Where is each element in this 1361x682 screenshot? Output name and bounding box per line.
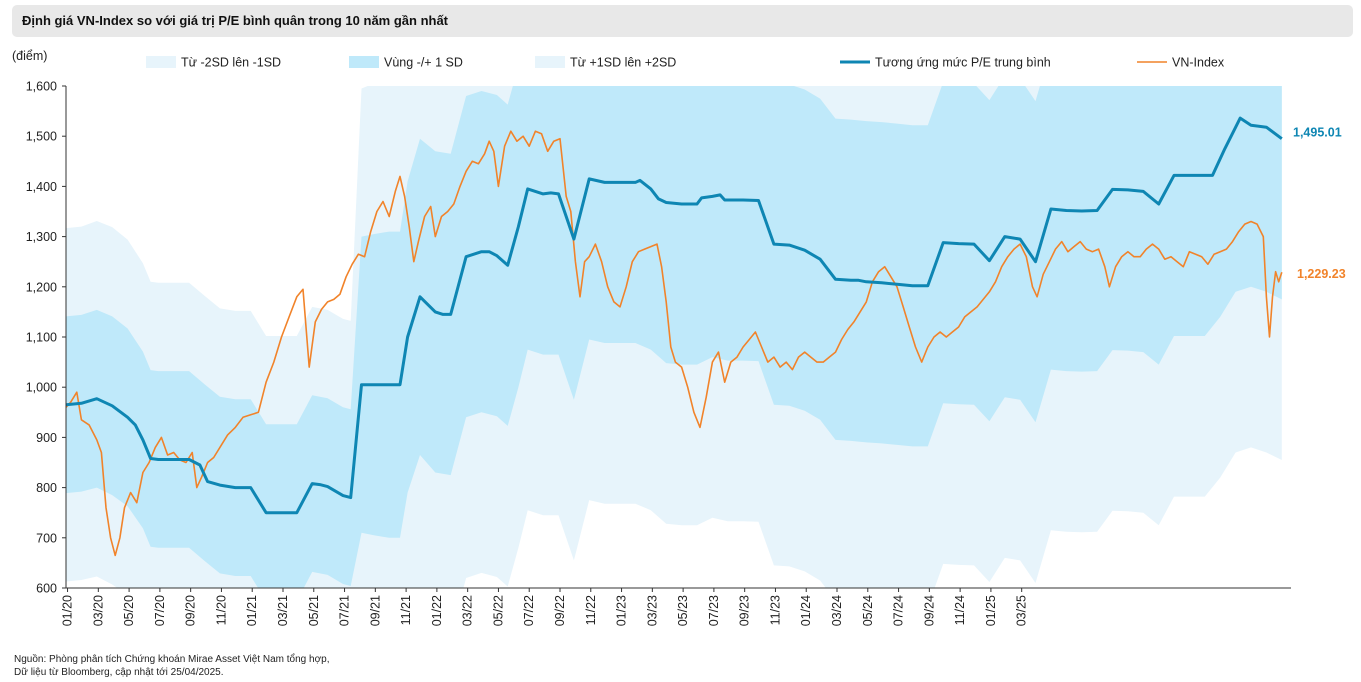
x-tick-label: 07/21 xyxy=(338,595,352,626)
x-tick-label: 07/23 xyxy=(707,595,721,626)
x-tick-label: 03/25 xyxy=(1015,595,1029,626)
plot-layer xyxy=(66,86,1283,588)
x-tick-label: 01/21 xyxy=(245,595,259,626)
y-tick-label: 800 xyxy=(36,481,57,495)
band-inner-1sd xyxy=(66,86,1282,588)
y-tick-label: 1,100 xyxy=(26,331,57,345)
vnindex-line xyxy=(66,130,1283,557)
x-tick-label: 11/24 xyxy=(953,595,967,625)
title-bar: Định giá VN-Index so với giá trị P/E bìn… xyxy=(12,5,1353,37)
x-tick-label: 03/23 xyxy=(645,595,659,626)
x-tick-label: 07/24 xyxy=(892,595,906,626)
x-tick-label: 11/23 xyxy=(768,595,782,625)
x-tick-label: 03/21 xyxy=(276,595,290,626)
y-tick-label: 1,200 xyxy=(26,280,57,294)
x-tick-label: 01/24 xyxy=(799,595,813,626)
x-tick-label: 01/23 xyxy=(615,595,629,626)
x-tick-label: 07/20 xyxy=(153,595,167,626)
y-tick-label: 1,000 xyxy=(26,381,57,395)
x-tick-label: 03/22 xyxy=(461,595,475,626)
y-axis-unit-label: (điểm) xyxy=(12,49,47,63)
x-tick-label: 05/24 xyxy=(861,595,875,626)
x-tick-label: 09/24 xyxy=(922,595,936,626)
mean-pe-line xyxy=(66,116,1283,515)
legend-label: Từ +1SD lên +2SD xyxy=(570,56,676,70)
x-tick-label: 11/21 xyxy=(399,595,413,625)
legend-label: VN-Index xyxy=(1172,56,1225,70)
x-tick-label: 05/20 xyxy=(122,595,136,626)
source-note-line-1: Nguồn: Phòng phân tích Chứng khoán Mirae… xyxy=(14,654,330,665)
x-tick-label: 07/22 xyxy=(522,595,536,626)
legend-label: Từ -2SD lên -1SD xyxy=(181,56,281,70)
y-tick-label: 1,400 xyxy=(26,180,57,194)
legend-swatch-outer_band xyxy=(146,56,176,68)
x-tick-label: 05/21 xyxy=(307,595,321,626)
x-tick-label: 03/20 xyxy=(91,595,105,626)
legend-swatch-inner_band xyxy=(349,56,379,68)
y-tick-label: 1,500 xyxy=(26,130,57,144)
chart-title: Định giá VN-Index so với giá trị P/E bìn… xyxy=(22,13,449,28)
legend-label: Tương ứng mức P/E trung bình xyxy=(875,56,1051,70)
vnindex-last-value-label: 1,229.23 xyxy=(1297,267,1346,281)
x-tick-label: 11/22 xyxy=(584,595,598,625)
x-tick-label: 05/23 xyxy=(676,595,690,626)
legend-swatch-outer_band xyxy=(535,56,565,68)
x-tick-label: 09/22 xyxy=(553,595,567,626)
legend-label: Vùng -/+ 1 SD xyxy=(384,56,463,70)
y-tick-label: 1,300 xyxy=(26,230,57,244)
y-tick-label: 600 xyxy=(36,582,57,596)
x-tick-label: 03/24 xyxy=(830,595,844,626)
x-tick-label: 05/22 xyxy=(491,595,505,626)
x-tick-label: 09/21 xyxy=(368,595,382,626)
y-tick-label: 700 xyxy=(36,531,57,545)
x-tick-label: 01/25 xyxy=(984,595,998,626)
y-tick-label: 900 xyxy=(36,431,57,445)
x-tick-label: 11/20 xyxy=(214,595,228,625)
x-tick-label: 01/20 xyxy=(61,595,75,626)
source-note-line-2: Dữ liệu từ Bloomberg, cập nhật tới 25/04… xyxy=(14,667,224,678)
y-tick-label: 1,600 xyxy=(26,80,57,94)
mean-last-value-label: 1,495.01 xyxy=(1293,126,1342,140)
x-tick-label: 09/20 xyxy=(184,595,198,626)
x-tick-label: 09/23 xyxy=(738,595,752,626)
x-tick-label: 01/22 xyxy=(430,595,444,626)
